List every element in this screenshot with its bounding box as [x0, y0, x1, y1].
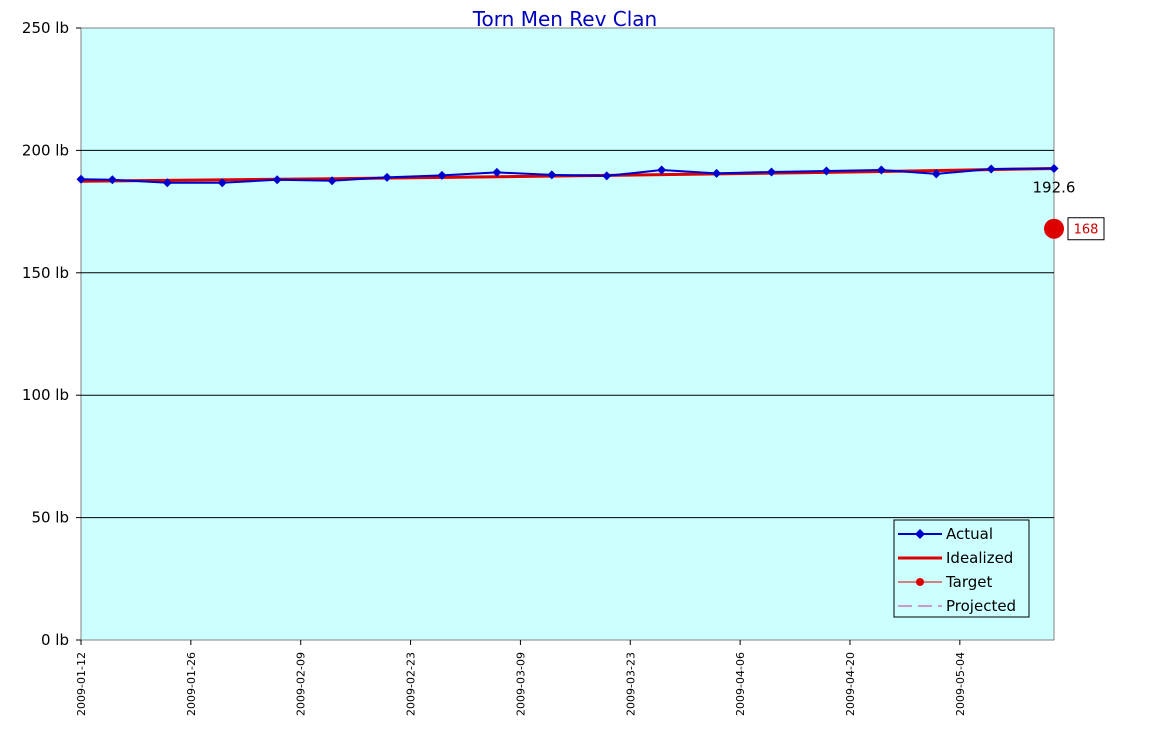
series-layer: [76, 164, 1064, 239]
y-tick-label: 0 lb: [41, 631, 69, 649]
y-tick-label: 150 lb: [22, 264, 69, 282]
x-tick-label: 2009-03-23: [624, 652, 637, 716]
target-label-box: [1067, 217, 1105, 241]
legend: Actual Idealized Target Projected: [893, 519, 1030, 618]
actual-point: [76, 174, 86, 184]
y-tick-label: 100 lb: [22, 386, 69, 404]
x-tick-label: 2009-02-09: [295, 652, 308, 716]
actual-point: [931, 169, 941, 179]
actual-point: [1049, 164, 1059, 174]
annotation-layer: 192.6 168: [1033, 179, 1105, 241]
x-tick-label: 2009-05-04: [954, 652, 967, 716]
x-tick-label: 2009-04-06: [734, 652, 747, 716]
last-actual-label: 192.6: [1033, 179, 1076, 197]
y-tick-label: 200 lb: [22, 141, 69, 159]
x-tick-label: 2009-03-09: [514, 652, 527, 716]
actual-point: [382, 172, 392, 182]
target-label: 168: [1074, 223, 1099, 238]
actual-point: [767, 167, 777, 177]
actual-point: [821, 166, 831, 176]
actual-point: [657, 165, 667, 175]
actual-point: [492, 167, 502, 177]
legend-target-label: Target: [945, 573, 993, 591]
x-tick-label: 2009-01-26: [185, 652, 198, 716]
y-axis-ticks: 0 lb 50 lb 100 lb 150 lb 200 lb 250 lb: [22, 19, 81, 649]
legend-actual-label: Actual: [946, 525, 993, 543]
y-tick-label: 250 lb: [22, 19, 69, 37]
gridlines: [81, 149, 1054, 519]
y-tick-label: 50 lb: [31, 509, 69, 527]
actual-point: [602, 171, 612, 181]
legend-target-marker: [916, 578, 924, 586]
x-axis-ticks: 2009-01-12 2009-01-26 2009-02-09 2009-02-23…: [75, 640, 967, 716]
plot-area: [80, 27, 1055, 641]
x-tick-label: 2009-02-23: [405, 652, 418, 716]
x-tick-label: 2009-01-12: [75, 652, 88, 716]
actual-point: [986, 164, 996, 174]
actual-point: [272, 175, 282, 185]
actual-point: [162, 178, 172, 188]
chart-title: Torn Men Rev Clan: [472, 7, 658, 31]
target-point: [1044, 218, 1064, 239]
actual-point: [107, 175, 117, 185]
actual-point: [712, 168, 722, 178]
x-tick-label: 2009-04-20: [844, 652, 857, 716]
legend-idealized-label: Idealized: [946, 549, 1013, 567]
actual-point: [327, 176, 337, 186]
actual-point: [547, 170, 557, 180]
legend-actual-marker: [915, 529, 925, 539]
legend-box: [893, 519, 1030, 618]
actual-point: [217, 178, 227, 188]
actual-point: [437, 170, 447, 180]
actual-point: [876, 165, 886, 175]
legend-projected-label: Projected: [946, 597, 1016, 615]
